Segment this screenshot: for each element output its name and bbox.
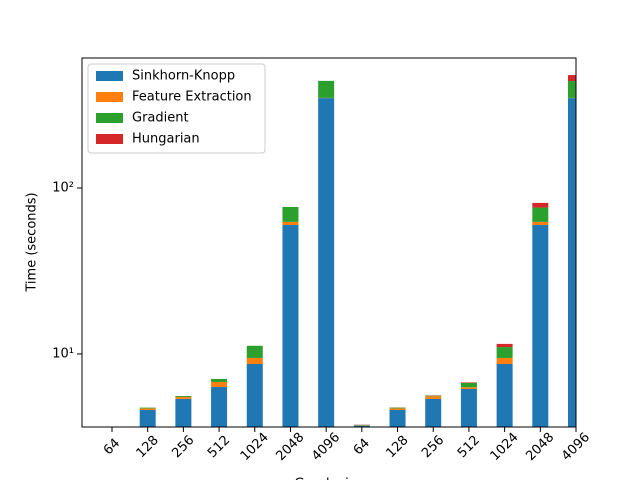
- x-tick-label: 64: [101, 436, 123, 458]
- bar-segment: [353, 425, 370, 427]
- x-tick-label: 2048: [273, 430, 307, 464]
- bar-segment: [246, 357, 263, 364]
- bar-segment: [532, 225, 549, 427]
- legend-swatch: [96, 71, 123, 81]
- legend-label: Feature Extraction: [132, 90, 252, 105]
- y-axis-label: Time (seconds): [25, 192, 40, 292]
- bar-segment: [460, 387, 477, 389]
- x-tick-label: 2048: [523, 430, 557, 464]
- x-tick-label: 128: [134, 433, 162, 461]
- legend-frame: [87, 63, 266, 154]
- legend-label: Sinkhorn-Knopp: [132, 69, 235, 84]
- x-axis-label: Graph size: [294, 477, 363, 480]
- bar-segment: [460, 382, 477, 383]
- bar-segment: [282, 221, 299, 226]
- x-tick-label: 4096: [309, 430, 343, 464]
- bars: [139, 75, 576, 427]
- bar-segment: [389, 409, 406, 427]
- x-tick-label: 512: [205, 433, 233, 461]
- bar-segment: [532, 207, 549, 222]
- bar-segment: [496, 343, 513, 348]
- bar-segment: [139, 407, 156, 409]
- x-tick-label: 256: [419, 433, 447, 461]
- bar-segment: [246, 345, 263, 358]
- bar-segment: [425, 395, 442, 397]
- x-tick-label: 128: [383, 433, 411, 461]
- plot-frame: [81, 57, 577, 428]
- legend-swatch: [96, 92, 123, 102]
- bar-segment: [496, 363, 513, 427]
- y-tick-label: 10¹: [52, 346, 74, 361]
- x-tick-label: 1024: [488, 430, 522, 464]
- bar-segment: [568, 75, 576, 82]
- legend-label: Hungarian: [132, 132, 200, 147]
- bar-segment: [211, 387, 228, 427]
- x-tick-label: 512: [455, 433, 483, 461]
- x-tick-label: 4096: [559, 430, 593, 464]
- bar-segment: [175, 396, 192, 397]
- bar-segment: [175, 398, 192, 427]
- bar-segment: [496, 357, 513, 364]
- bar-segment: [282, 225, 299, 427]
- bar-segment: [318, 98, 335, 427]
- legend-swatch: [96, 113, 123, 123]
- bar-segment: [568, 98, 576, 427]
- bar-segment: [532, 221, 549, 226]
- bar-segment: [211, 378, 228, 382]
- bar-segment: [568, 81, 576, 98]
- bar-segment: [139, 408, 156, 410]
- x-tick-label: 1024: [238, 430, 272, 464]
- bar-segment: [496, 347, 513, 358]
- bar-segment: [246, 363, 263, 427]
- bar-segment: [175, 396, 192, 399]
- x-tick-label: 256: [169, 433, 197, 461]
- bar-segment: [389, 408, 406, 410]
- bar-segment: [532, 202, 549, 208]
- y-tick-label: 10²: [52, 180, 74, 195]
- bar-segment: [460, 388, 477, 427]
- bar-segment: [318, 80, 335, 98]
- bar-segment: [282, 206, 299, 222]
- bar-segment: [389, 407, 406, 409]
- legend-label: Gradient: [132, 111, 189, 126]
- bar-segment: [460, 382, 477, 388]
- bar-segment: [139, 409, 156, 427]
- bar-segment: [425, 396, 442, 399]
- x-tick-label: 64: [351, 436, 373, 458]
- legend-swatch: [96, 134, 123, 144]
- bar-segment: [211, 381, 228, 388]
- bar-segment: [425, 398, 442, 427]
